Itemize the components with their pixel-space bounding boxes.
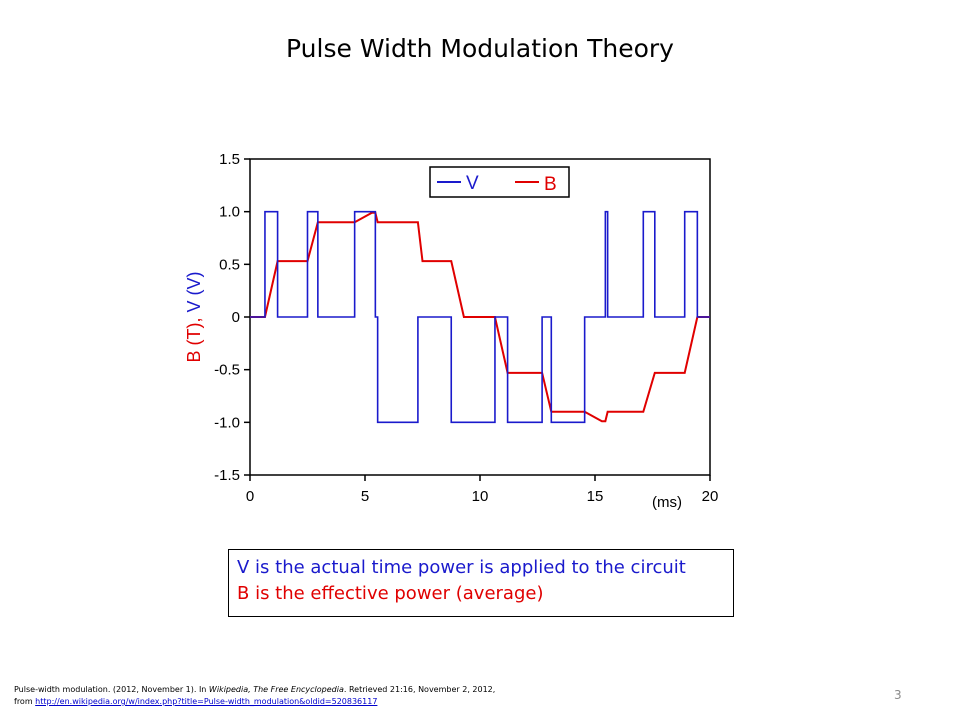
x-tick-label: 20: [702, 488, 719, 505]
legend: V B: [429, 166, 570, 198]
y-tick-label: 0: [232, 309, 240, 326]
series-V-line: [250, 210, 710, 424]
citation-source-title: Wikipedia, The Free Encyclopedia: [208, 685, 344, 694]
x-unit-label: (ms): [652, 494, 682, 511]
y-tick-label: -0.5: [214, 362, 240, 379]
series-layer: [250, 210, 710, 424]
citation-line-2: from http://en.wikipedia.org/w/index.php…: [14, 696, 495, 708]
legend-b-label: B: [544, 174, 557, 195]
x-axis-ticks: 0 5 10 15 20: [246, 475, 719, 505]
y-axis-label-b: B (T),: [184, 318, 204, 363]
series-B-line: [250, 211, 710, 423]
y-tick-label: -1.0: [214, 414, 240, 431]
caption-box: V is the actual time power is applied to…: [228, 549, 734, 617]
y-tick-label: 0.5: [219, 256, 240, 273]
x-tick-label: 15: [587, 488, 604, 505]
citation: Pulse-width modulation. (2012, November …: [14, 684, 495, 708]
slide-title: Pulse Width Modulation Theory: [286, 34, 674, 63]
y-tick-label: 1.0: [219, 204, 240, 221]
x-tick-label: 5: [361, 488, 369, 505]
citation-link[interactable]: http://en.wikipedia.org/w/index.php?titl…: [35, 697, 378, 706]
y-axis-label: B (T), V (V): [184, 271, 204, 362]
citation-text-b: . Retrieved 21:16, November 2, 2012,: [343, 685, 496, 694]
y-axis-ticks: 1.5 1.0 0.5 0 -0.5 -1.0 -1.5: [214, 151, 250, 484]
citation-from: from: [14, 697, 36, 706]
page-number: 3: [894, 688, 902, 702]
caption-v-text: V is the actual time power is applied to…: [237, 557, 686, 578]
x-tick-label: 0: [246, 488, 254, 505]
pwm-chart: 1.5 1.0 0.5 0 -0.5 -1.0 -1.5 0 5 10 15 20 (ms) B (…: [184, 151, 719, 511]
legend-v-label: V: [466, 173, 479, 194]
caption-b-text: B is the effective power (average): [237, 583, 544, 604]
x-tick-label: 10: [472, 488, 489, 505]
y-axis-label-v: V (V): [184, 271, 204, 317]
y-tick-label: -1.5: [214, 467, 240, 484]
citation-text-a: Pulse-width modulation. (2012, November …: [14, 685, 209, 694]
citation-line-1: Pulse-width modulation. (2012, November …: [14, 684, 495, 696]
y-tick-label: 1.5: [219, 151, 240, 168]
